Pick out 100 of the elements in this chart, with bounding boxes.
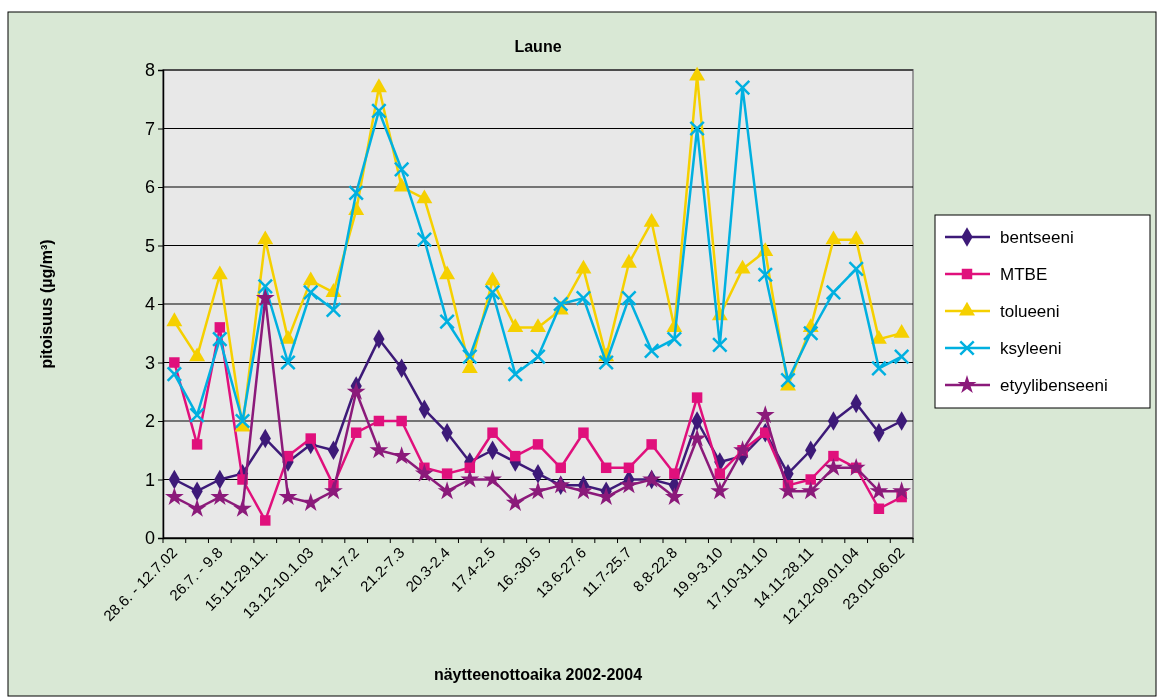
point xyxy=(619,475,639,494)
point xyxy=(825,284,842,301)
point xyxy=(324,481,343,500)
point xyxy=(439,265,456,280)
point xyxy=(302,271,319,286)
y-tick-label: 3 xyxy=(144,352,155,373)
point xyxy=(301,493,321,511)
point xyxy=(755,405,775,424)
point xyxy=(370,78,387,93)
point xyxy=(211,331,228,348)
point xyxy=(733,440,752,459)
point xyxy=(802,325,819,342)
point xyxy=(532,439,544,450)
point xyxy=(691,392,703,403)
point xyxy=(507,366,524,383)
point xyxy=(460,469,480,488)
point xyxy=(828,450,839,462)
point xyxy=(505,493,525,511)
point xyxy=(350,427,362,438)
point xyxy=(530,318,546,332)
y-tick-label: 0 xyxy=(144,528,155,549)
point xyxy=(348,184,365,201)
point xyxy=(302,284,319,301)
point xyxy=(325,301,342,318)
point xyxy=(373,415,385,427)
point xyxy=(257,278,274,295)
point xyxy=(483,469,502,488)
point xyxy=(869,481,889,500)
y-tick-label: 8 xyxy=(144,60,155,81)
y-tick-label: 6 xyxy=(144,177,155,198)
point xyxy=(669,468,680,479)
point xyxy=(643,342,660,359)
chart-title: Laune xyxy=(514,38,562,55)
point xyxy=(620,290,637,307)
point xyxy=(189,407,206,424)
point xyxy=(574,481,593,500)
point xyxy=(510,450,521,462)
point xyxy=(414,463,434,482)
point xyxy=(687,428,707,447)
point xyxy=(461,348,478,365)
point xyxy=(551,475,571,494)
y-tick-label: 5 xyxy=(144,235,155,256)
point xyxy=(734,79,751,96)
y-tick-label: 4 xyxy=(144,294,155,315)
point xyxy=(848,260,865,277)
y-axis-title: pitoisuus (µg/m³) xyxy=(38,239,55,369)
point xyxy=(484,271,501,286)
point xyxy=(441,468,453,479)
point xyxy=(393,161,410,178)
legend-label: tolueeni xyxy=(1000,301,1060,321)
point xyxy=(870,360,887,377)
point xyxy=(189,347,206,362)
point xyxy=(214,322,226,333)
point xyxy=(530,348,546,365)
point xyxy=(169,357,180,368)
point xyxy=(255,288,275,307)
y-tick-label: 1 xyxy=(144,469,155,490)
point xyxy=(575,259,592,274)
point xyxy=(757,266,774,283)
point xyxy=(846,457,866,476)
y-tick-label: 7 xyxy=(144,118,155,139)
point xyxy=(734,259,751,274)
point xyxy=(392,446,412,465)
point xyxy=(528,481,548,500)
point xyxy=(487,427,498,438)
legend-label: MTBE xyxy=(1000,264,1048,284)
point xyxy=(346,381,366,400)
point xyxy=(210,487,230,506)
point xyxy=(437,481,457,500)
point xyxy=(187,498,207,517)
x-axis-title: näytteenottoaika 2002-2004 xyxy=(433,666,643,683)
point xyxy=(870,329,887,344)
point xyxy=(643,212,660,227)
point xyxy=(805,474,816,485)
point xyxy=(780,372,796,389)
legend-label: etyylibenseeni xyxy=(1000,375,1108,395)
point xyxy=(825,230,842,245)
point xyxy=(893,324,910,338)
point xyxy=(305,433,316,444)
point xyxy=(484,284,501,301)
point xyxy=(711,336,728,353)
point xyxy=(778,481,798,500)
legend-label: ksyleeni xyxy=(1000,338,1062,358)
point xyxy=(689,66,706,81)
point xyxy=(166,312,183,327)
point xyxy=(848,230,865,245)
point xyxy=(234,413,251,429)
point xyxy=(892,481,912,500)
point xyxy=(191,439,203,450)
point xyxy=(164,487,184,506)
point xyxy=(642,469,662,488)
point xyxy=(260,515,271,526)
point xyxy=(211,265,228,280)
point xyxy=(278,487,298,506)
point xyxy=(257,230,274,245)
point xyxy=(646,439,657,450)
point xyxy=(461,359,478,373)
point xyxy=(439,313,456,330)
point xyxy=(396,415,407,427)
point xyxy=(369,440,389,459)
